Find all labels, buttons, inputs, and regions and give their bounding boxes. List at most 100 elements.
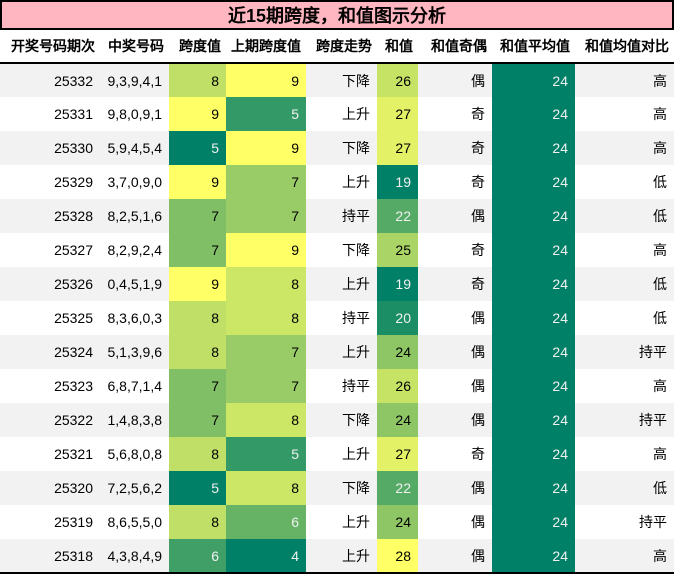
- cell-sum-parity: 奇: [471, 140, 485, 156]
- cell-span-trend: 上升: [342, 446, 370, 462]
- cell-prev-span-value: 5: [226, 97, 306, 131]
- table-row: 25332 9,3,9,4,1 8 9 下降 26 偶 24 高: [0, 63, 674, 97]
- cell-winning-numbers: 6,8,7,1,4: [107, 378, 163, 394]
- cell-sum-parity: 奇: [471, 242, 485, 258]
- cell-sum-value: 27: [377, 131, 418, 165]
- cell-sum-parity: 偶: [471, 480, 485, 496]
- cell-prev-span-value: 7: [226, 369, 306, 403]
- cell-sum-value: 25: [377, 233, 418, 267]
- cell-period: 25322: [54, 412, 93, 428]
- analysis-table: 开奖号码期次 中奖号码 跨度值 上期跨度值 跨度走势 和值 和值奇偶 和值平均值…: [0, 30, 674, 574]
- table-row: 25318 4,3,8,4,9 6 4 上升 28 偶 24 高: [0, 539, 674, 573]
- cell-prev-span-value: 9: [226, 63, 306, 97]
- table-row: 25326 0,4,5,1,9 9 8 上升 19 奇 24 低: [0, 267, 674, 301]
- cell-winning-numbers: 9,8,0,9,1: [107, 106, 163, 122]
- cell-span-value: 9: [169, 267, 226, 301]
- cell-period: 25330: [54, 140, 93, 156]
- cell-span-trend: 持平: [342, 378, 370, 394]
- cell-winning-numbers: 8,6,5,5,0: [107, 514, 163, 530]
- cell-winning-numbers: 1,4,8,3,8: [107, 412, 163, 428]
- cell-span-trend: 上升: [342, 514, 370, 530]
- cell-sum-average: 24: [492, 199, 575, 233]
- cell-period: 25321: [54, 446, 93, 462]
- cell-sum-vs-average: 高: [653, 446, 667, 462]
- cell-sum-value: 19: [377, 267, 418, 301]
- cell-span-value: 8: [169, 63, 226, 97]
- table-row: 25327 8,2,9,2,4 7 9 下降 25 奇 24 高: [0, 233, 674, 267]
- cell-sum-parity: 奇: [471, 276, 485, 292]
- cell-span-trend: 下降: [342, 140, 370, 156]
- cell-sum-value: 20: [377, 301, 418, 335]
- cell-period: 25319: [54, 514, 93, 530]
- column-header-period: 开奖号码期次: [0, 30, 100, 64]
- cell-span-trend: 下降: [342, 242, 370, 258]
- cell-sum-parity: 奇: [471, 446, 485, 462]
- cell-sum-average: 24: [492, 505, 575, 539]
- cell-prev-span-value: 8: [226, 471, 306, 505]
- table-row: 25328 8,2,5,1,6 7 7 持平 22 偶 24 低: [0, 199, 674, 233]
- cell-span-value: 9: [169, 165, 226, 199]
- cell-winning-numbers: 0,4,5,1,9: [107, 276, 163, 292]
- cell-sum-vs-average: 持平: [639, 344, 667, 360]
- cell-sum-parity: 奇: [471, 174, 485, 190]
- page-title-text: 近15期跨度，和值图示分析: [227, 6, 447, 26]
- cell-sum-average: 24: [492, 437, 575, 471]
- cell-sum-parity: 偶: [471, 72, 485, 89]
- cell-span-trend: 下降: [342, 480, 370, 496]
- cell-span-value: 5: [169, 131, 226, 165]
- cell-sum-average: 24: [492, 403, 575, 437]
- cell-span-trend: 上升: [342, 547, 370, 564]
- column-header-sum-average: 和值平均值: [492, 30, 575, 64]
- table-row: 25329 3,7,0,9,0 9 7 上升 19 奇 24 低: [0, 165, 674, 199]
- cell-sum-vs-average: 持平: [639, 514, 667, 530]
- cell-span-trend: 上升: [342, 344, 370, 360]
- cell-span-value: 7: [169, 369, 226, 403]
- cell-sum-vs-average: 高: [653, 547, 667, 564]
- cell-sum-value: 22: [377, 471, 418, 505]
- cell-sum-parity: 奇: [471, 106, 485, 122]
- cell-sum-average: 24: [492, 233, 575, 267]
- table-row: 25321 5,6,8,0,8 8 5 上升 27 奇 24 高: [0, 437, 674, 471]
- cell-period: 25327: [54, 242, 93, 258]
- cell-sum-vs-average: 低: [653, 208, 667, 224]
- cell-winning-numbers: 7,2,5,6,2: [107, 480, 163, 496]
- cell-prev-span-value: 8: [226, 301, 306, 335]
- cell-span-value: 9: [169, 97, 226, 131]
- cell-span-value: 7: [169, 199, 226, 233]
- cell-span-value: 6: [169, 539, 226, 573]
- cell-span-trend: 下降: [342, 72, 370, 89]
- table-body: 25332 9,3,9,4,1 8 9 下降 26 偶 24 高 25331 9…: [0, 63, 674, 573]
- table-row: 25319 8,6,5,5,0 8 6 上升 24 偶 24 持平: [0, 505, 674, 539]
- cell-period: 25326: [54, 276, 93, 292]
- column-header-sum-vs-average: 和值均值对比: [575, 30, 674, 64]
- cell-sum-average: 24: [492, 267, 575, 301]
- cell-winning-numbers: 8,2,5,1,6: [107, 208, 163, 224]
- table-header: 开奖号码期次 中奖号码 跨度值 上期跨度值 跨度走势 和值 和值奇偶 和值平均值…: [0, 30, 674, 64]
- cell-sum-parity: 偶: [471, 310, 485, 326]
- cell-sum-vs-average: 低: [653, 310, 667, 326]
- cell-sum-vs-average: 持平: [639, 412, 667, 428]
- table-row: 25330 5,9,4,5,4 5 9 下降 27 奇 24 高: [0, 131, 674, 165]
- cell-winning-numbers: 5,1,3,9,6: [107, 344, 163, 360]
- column-header-span-trend: 跨度走势: [306, 30, 377, 64]
- cell-span-value: 7: [169, 403, 226, 437]
- cell-span-trend: 持平: [342, 208, 370, 224]
- column-header-sum-value: 和值: [377, 30, 418, 64]
- cell-sum-parity: 偶: [471, 412, 485, 428]
- cell-sum-value: 22: [377, 199, 418, 233]
- cell-prev-span-value: 6: [226, 505, 306, 539]
- cell-sum-vs-average: 低: [653, 480, 667, 496]
- cell-sum-value: 24: [377, 403, 418, 437]
- cell-span-trend: 上升: [342, 276, 370, 292]
- cell-sum-average: 24: [492, 539, 575, 573]
- cell-span-trend: 下降: [342, 412, 370, 428]
- cell-span-value: 8: [169, 301, 226, 335]
- table-row: 25322 1,4,8,3,8 7 8 下降 24 偶 24 持平: [0, 403, 674, 437]
- cell-sum-average: 24: [492, 471, 575, 505]
- cell-period: 25320: [54, 480, 93, 496]
- cell-sum-parity: 偶: [471, 514, 485, 530]
- cell-winning-numbers: 3,7,0,9,0: [107, 174, 163, 190]
- cell-period: 25328: [54, 208, 93, 224]
- cell-sum-value: 27: [377, 437, 418, 471]
- cell-period: 25331: [54, 106, 93, 122]
